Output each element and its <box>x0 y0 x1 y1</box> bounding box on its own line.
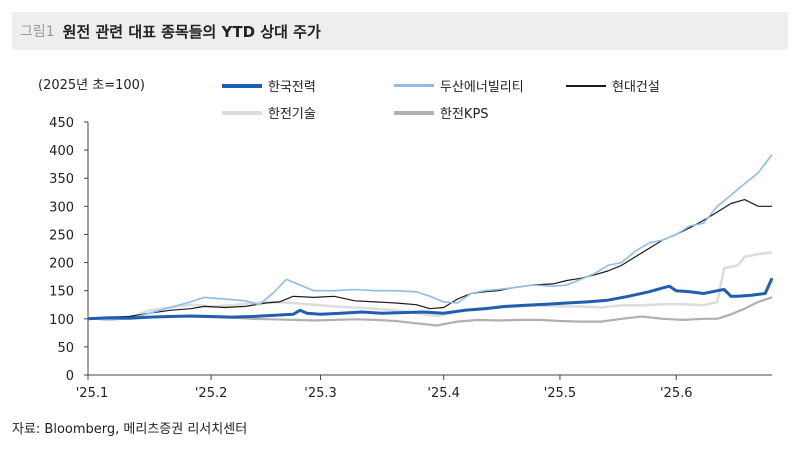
series-line-한국전력 <box>87 277 774 321</box>
unit-note: (2025년 초=100) <box>38 78 145 93</box>
x-tick-label: '25.5 <box>544 386 577 401</box>
legend-swatch-kepco-enc <box>222 110 262 115</box>
y-tick-label: 300 <box>49 200 74 215</box>
y-tick-label: 150 <box>49 285 74 300</box>
y-tick-label: 350 <box>49 172 74 187</box>
series-line-두산에너빌리티 <box>87 154 773 321</box>
legend-swatch-hyundai <box>566 84 606 87</box>
y-tick-label: 100 <box>49 313 74 328</box>
legend-swatch-kepco <box>222 83 262 88</box>
y-axis: 0 50 100 150 200 250 300 350 400 450 <box>49 116 89 384</box>
y-tick-label: 450 <box>49 116 74 131</box>
x-tick-label: '25.2 <box>195 386 228 401</box>
legend-swatch-doosan <box>394 84 434 87</box>
legend-item-doosan: 두산에너빌리티 <box>394 76 524 95</box>
legend-item-kepco: 한국전력 <box>222 76 316 95</box>
legend-label-kepco: 한국전력 <box>268 80 316 95</box>
series-line-현대건설 <box>87 199 772 320</box>
y-tick-label: 0 <box>66 369 74 384</box>
x-tick-label: '25.6 <box>660 386 693 401</box>
x-tick-label: '25.4 <box>427 386 460 401</box>
source-note: 자료: Bloomberg, 메리츠증권 리서치센터 <box>12 422 248 437</box>
figure-label: 그림1 <box>20 24 55 40</box>
legend-swatch-kepco-kps <box>394 110 434 115</box>
legend-label-hyundai: 현대건설 <box>612 80 660 95</box>
legend-label-kepco-enc: 한전기술 <box>268 107 316 122</box>
y-tick-label: 250 <box>49 228 74 243</box>
legend-item-kepco-kps: 한전KPS <box>394 103 489 122</box>
series-lines <box>87 154 774 327</box>
legend-item-kepco-enc: 한전기술 <box>222 103 316 122</box>
legend-item-hyundai: 현대건설 <box>566 76 660 95</box>
chart-title: 원전 관련 대표 종목들의 YTD 상대 주가 <box>62 22 321 41</box>
x-tick-label: '25.1 <box>76 386 109 401</box>
x-tick-label: '25.3 <box>304 386 337 401</box>
y-tick-label: 400 <box>49 144 74 159</box>
y-tick-label: 50 <box>57 341 74 356</box>
y-tick-label: 200 <box>49 257 74 272</box>
title-bar: 그림1 원전 관련 대표 종목들의 YTD 상대 주가 <box>12 12 788 50</box>
legend-label-doosan: 두산에너빌리티 <box>440 80 524 95</box>
legend-label-kepco-kps: 한전KPS <box>440 107 489 122</box>
x-axis: '25.1 '25.2 '25.3 '25.4 '25.5 '25.6 <box>76 374 772 401</box>
